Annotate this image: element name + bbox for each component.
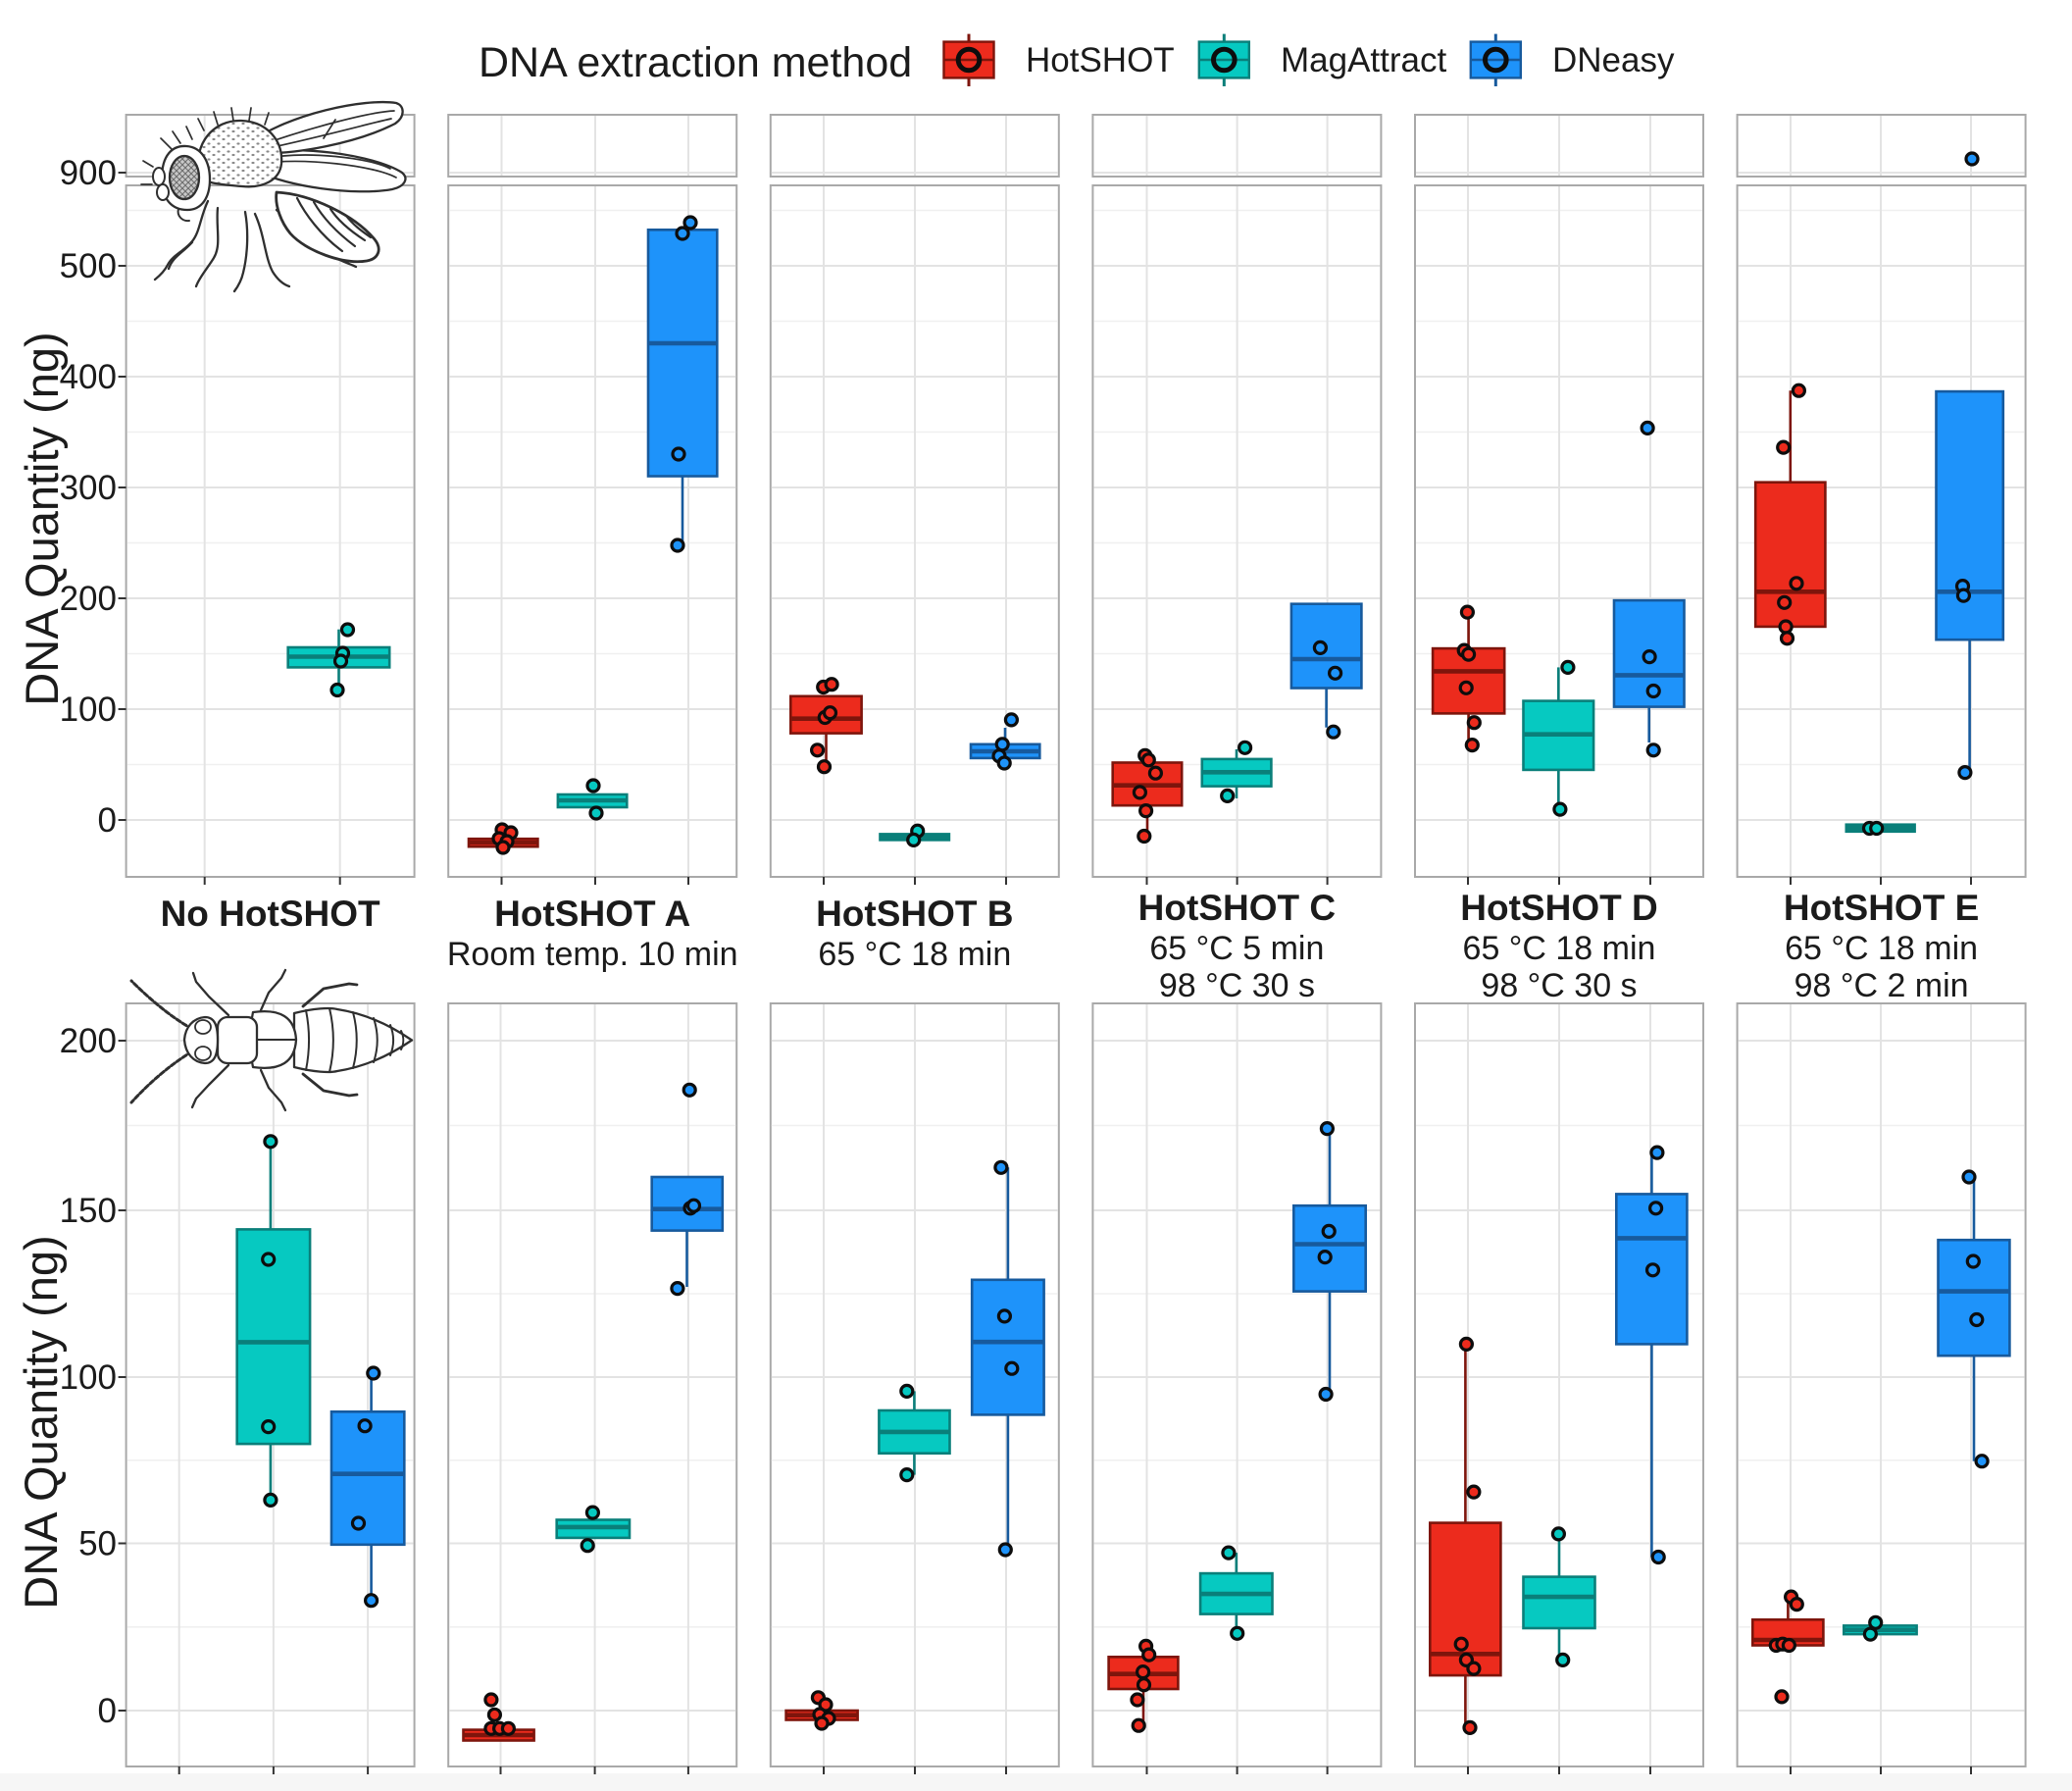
svg-text:100: 100 <box>60 691 117 729</box>
svg-text:HotSHOT E: HotSHOT E <box>1784 888 1979 928</box>
svg-text:Room temp. 10 min: Room temp. 10 min <box>447 936 738 973</box>
svg-text:900: 900 <box>60 154 117 192</box>
svg-text:50: 50 <box>78 1525 117 1563</box>
svg-text:DNeasy: DNeasy <box>1552 41 1675 79</box>
svg-text:200: 200 <box>60 1022 117 1060</box>
svg-text:DNA Quantity (ng): DNA Quantity (ng) <box>16 332 68 705</box>
svg-text:HotSHOT B: HotSHOT B <box>816 894 1013 934</box>
svg-text:98 °C 30 s: 98 °C 30 s <box>1159 967 1315 1004</box>
svg-text:DNA extraction method: DNA extraction method <box>479 39 912 86</box>
svg-text:65 °C 18 min: 65 °C 18 min <box>1463 930 1656 967</box>
svg-text:65 °C 18 min: 65 °C 18 min <box>818 936 1011 973</box>
svg-text:65 °C 18 min: 65 °C 18 min <box>1785 930 1978 967</box>
svg-text:HotSHOT D: HotSHOT D <box>1460 888 1657 928</box>
svg-text:500: 500 <box>60 247 117 285</box>
svg-text:300: 300 <box>60 469 117 507</box>
svg-text:0: 0 <box>98 801 117 840</box>
svg-text:No HotSHOT: No HotSHOT <box>161 894 380 934</box>
svg-text:MagAttract: MagAttract <box>1281 41 1446 79</box>
svg-text:100: 100 <box>60 1358 117 1397</box>
svg-text:HotSHOT: HotSHOT <box>1026 41 1175 79</box>
svg-text:400: 400 <box>60 358 117 396</box>
svg-text:98 °C 2 min: 98 °C 2 min <box>1794 967 1969 1004</box>
svg-text:200: 200 <box>60 580 117 618</box>
svg-text:98 °C 30 s: 98 °C 30 s <box>1481 967 1637 1004</box>
svg-text:DNA Quantity (ng): DNA Quantity (ng) <box>15 1235 67 1609</box>
svg-text:150: 150 <box>60 1192 117 1230</box>
svg-text:HotSHOT A: HotSHOT A <box>494 894 690 934</box>
svg-text:HotSHOT C: HotSHOT C <box>1138 888 1336 928</box>
svg-text:65 °C 5 min: 65 °C 5 min <box>1149 930 1324 967</box>
svg-text:0: 0 <box>98 1692 117 1730</box>
